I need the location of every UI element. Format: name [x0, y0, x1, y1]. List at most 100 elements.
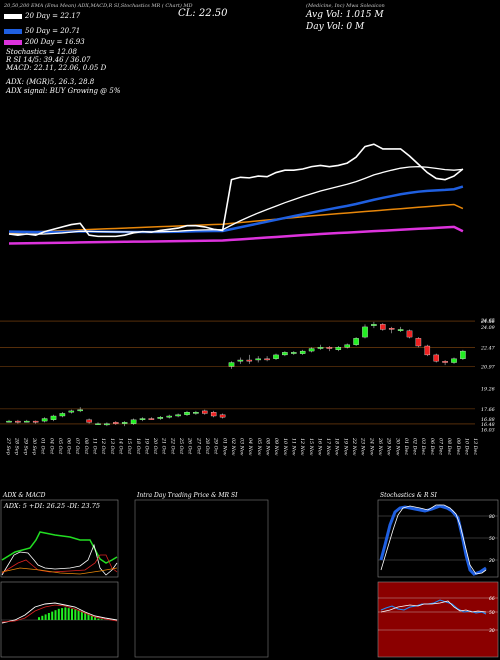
- candle-body: [237, 359, 244, 362]
- date-label: 02 Dec: [412, 438, 418, 455]
- date-label: 08 Dec: [446, 438, 452, 455]
- ema200-label: 200 Day = 16.93: [25, 38, 85, 46]
- header-indicators-line: 20,50,200 EMA (Ema Mean) ADX,MACD,R SI,S…: [4, 3, 193, 9]
- date-label: 30 Nov: [394, 438, 400, 456]
- candle-body: [362, 326, 368, 338]
- macd-bar: [57, 608, 60, 620]
- adx-green-line: [1, 531, 118, 564]
- stochastics-value: Stochastics = 12.08: [6, 48, 77, 56]
- adx-white-line: [1, 543, 118, 576]
- close-price: CL: 22.50: [178, 8, 228, 19]
- date-label: 13 Dec: [472, 438, 478, 455]
- date-axis: 27 Sep 28 Sep 29 Sep 30 Sep 01 Oct 04 Oct 05 O…: [5, 437, 478, 456]
- date-label: 26 Oct: [187, 437, 193, 454]
- adx-orange-line: [1, 567, 118, 575]
- macd-value: MACD: 22.11, 22.06, 0.05 D: [6, 64, 107, 72]
- candle-body: [6, 420, 12, 423]
- candle-body: [326, 347, 333, 349]
- candle-body: [451, 358, 457, 363]
- stochastics-title: Stochastics & R SI: [380, 492, 437, 499]
- macd-bar: [97, 618, 100, 620]
- candle-body: [264, 358, 270, 361]
- date-label: 13 Oct: [109, 438, 115, 454]
- date-label: 26 Nov: [377, 437, 383, 456]
- candle-body: [424, 345, 431, 356]
- candle-body: [442, 361, 448, 363]
- close-price-line: [8, 143, 464, 238]
- candle-body: [406, 330, 413, 338]
- candle-body: [193, 412, 199, 414]
- price-label: 16.88: [481, 417, 495, 423]
- candle-body: [139, 418, 146, 420]
- date-label: 20 Oct: [152, 437, 158, 454]
- macd-bar: [67, 608, 70, 620]
- candle-body: [282, 352, 288, 356]
- date-label: 22 Nov: [351, 437, 357, 456]
- macd-bar: [84, 613, 87, 620]
- date-label: 18 Oct: [135, 438, 141, 454]
- candle-body: [130, 419, 137, 424]
- macd-bar: [47, 613, 50, 620]
- price-label: 19.26: [481, 387, 495, 393]
- price-grid: [0, 320, 475, 425]
- date-label: 24 Nov: [368, 437, 374, 456]
- date-label: 12 Nov: [299, 438, 305, 456]
- rsi-label-30: 30: [489, 628, 495, 634]
- stoch-label-50: 50: [489, 536, 495, 542]
- candle-body: [157, 417, 164, 419]
- candle-body: [148, 418, 155, 420]
- date-label: 11 Oct: [92, 438, 98, 454]
- date-label: 15 Oct: [126, 438, 132, 454]
- legend-ema20: 20 Day = 22.17: [4, 12, 80, 20]
- candle-body: [50, 415, 57, 420]
- price-label: 24.56: [480, 319, 495, 325]
- price-label: 24.65: [480, 318, 495, 324]
- macd-white-line: [1, 602, 118, 624]
- candle-body: [104, 423, 110, 426]
- rsi-blue-line: [380, 599, 487, 615]
- ema20-line: [9, 165, 463, 235]
- candle-body: [388, 328, 395, 330]
- stoch-blue-line: [379, 504, 487, 576]
- macd-bar: [77, 610, 80, 620]
- candle-body: [344, 344, 350, 348]
- date-label: 08 Oct: [83, 438, 89, 454]
- candle-body: [273, 354, 279, 359]
- date-label: 01 Dec: [403, 438, 409, 455]
- macd-bar: [41, 615, 44, 620]
- candle-body: [121, 422, 128, 424]
- date-label: 04 Nov: [247, 438, 253, 456]
- candle-body: [15, 420, 21, 423]
- price-label: 16.03: [481, 428, 495, 434]
- date-label: 04 Oct: [48, 438, 54, 454]
- ema20-swatch: [4, 13, 22, 19]
- stochastics-panel: [377, 499, 499, 578]
- date-label: 21 Oct: [161, 437, 167, 454]
- date-label: 03 Dec: [420, 438, 426, 455]
- macd-bar: [100, 619, 103, 620]
- date-label: 10 Dec: [463, 438, 469, 455]
- macd-bar: [90, 615, 93, 620]
- date-label: 15 Nov: [308, 438, 314, 456]
- ema50-swatch: [4, 28, 22, 34]
- date-label: 07 Dec: [438, 438, 444, 455]
- candle-body: [166, 415, 172, 418]
- stoch-white-line: [380, 504, 487, 575]
- ema200-line: [8, 225, 464, 245]
- adx-red-line: [1, 554, 118, 574]
- date-label: 18 Nov: [334, 438, 340, 456]
- macd-bar: [61, 608, 64, 620]
- day-volume: Day Vol: 0 M: [306, 22, 365, 32]
- date-label: 08 Nov: [265, 438, 271, 456]
- date-label: 25 Oct: [178, 437, 184, 454]
- price-label: 17.66: [481, 407, 495, 413]
- date-label: 05 Nov: [256, 438, 262, 456]
- candle-body: [353, 338, 359, 345]
- avg-volume: Avg Vol: 1.015 M: [306, 10, 384, 20]
- candle-body: [219, 414, 226, 418]
- candle-body: [335, 347, 342, 350]
- macd-bar: [51, 611, 54, 620]
- rsi-label-66: 66: [489, 596, 495, 602]
